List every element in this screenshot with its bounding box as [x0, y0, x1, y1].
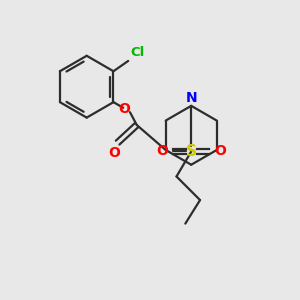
- Text: Cl: Cl: [130, 46, 145, 59]
- Text: N: N: [185, 91, 197, 105]
- Text: O: O: [214, 145, 226, 158]
- Text: O: O: [119, 102, 130, 116]
- Text: S: S: [186, 144, 197, 159]
- Text: O: O: [108, 146, 120, 160]
- Text: O: O: [157, 145, 169, 158]
